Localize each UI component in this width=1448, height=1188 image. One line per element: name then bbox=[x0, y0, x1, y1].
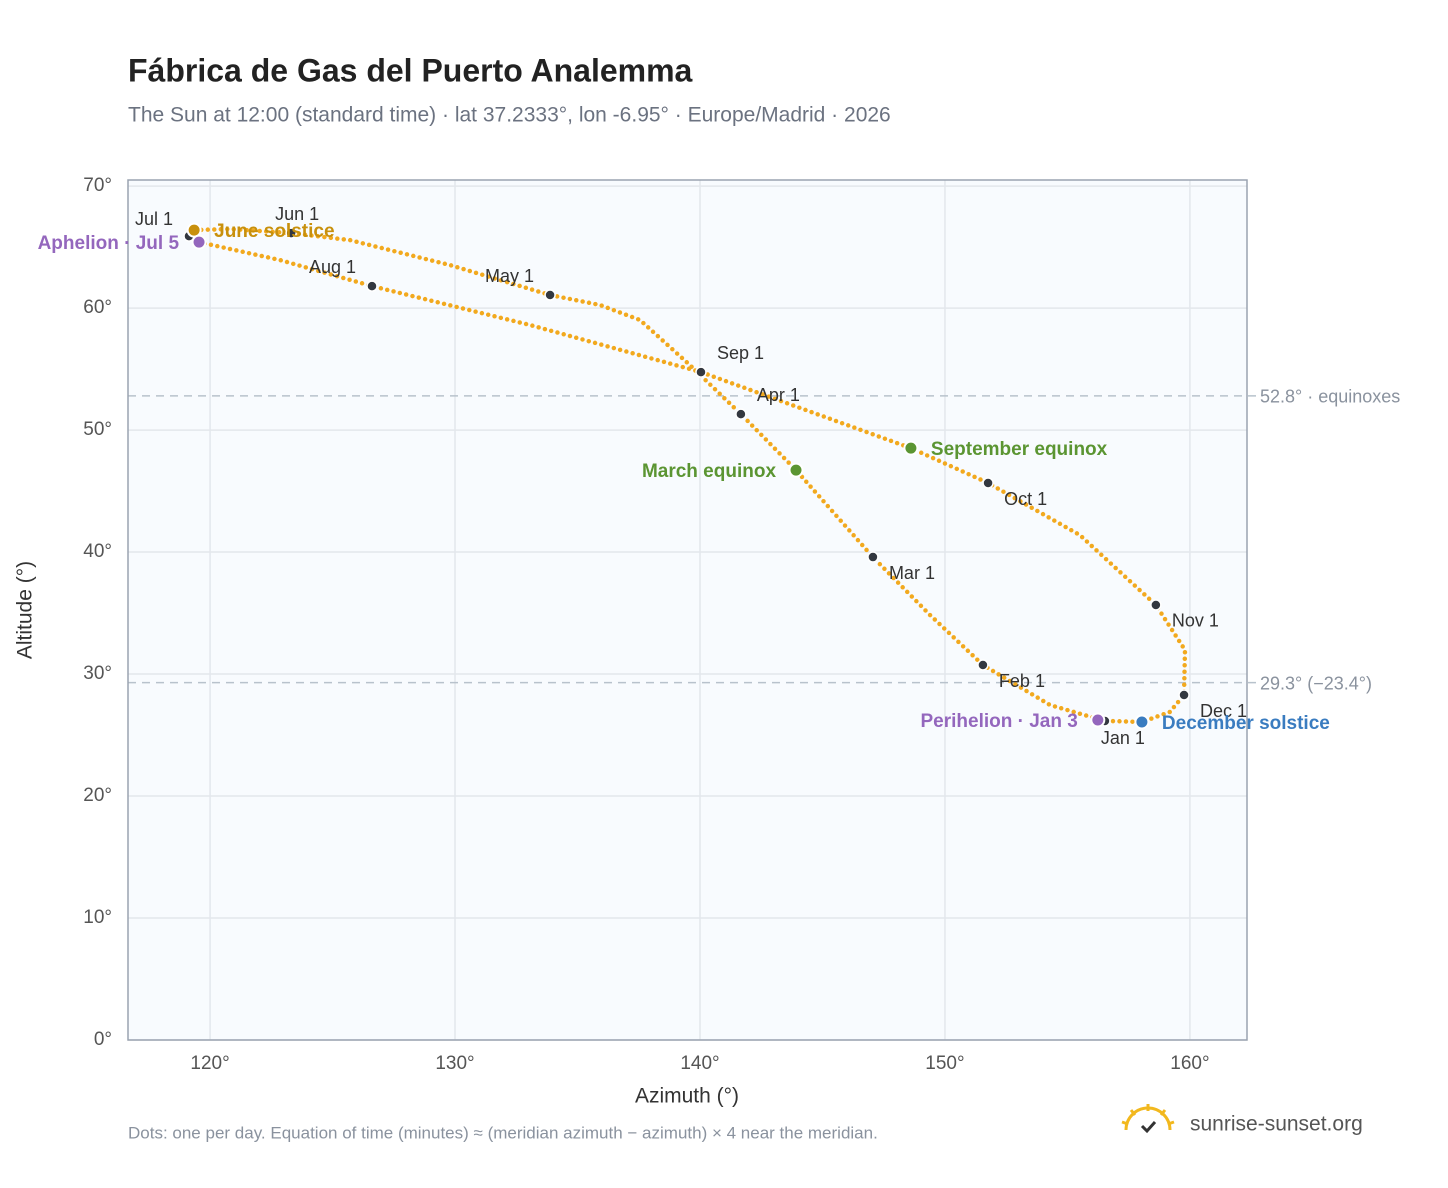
month-marker bbox=[867, 551, 879, 563]
month-marker bbox=[1150, 599, 1162, 611]
event-label: March equinox bbox=[642, 461, 777, 482]
month-marker bbox=[366, 280, 378, 292]
event-marker bbox=[1134, 714, 1150, 730]
month-label: Mar 1 bbox=[889, 563, 935, 583]
month-label: Dec 1 bbox=[1200, 701, 1247, 721]
event-label: December solstice bbox=[1162, 713, 1330, 734]
chart-title: Fábrica de Gas del Puerto Analemma bbox=[128, 52, 693, 88]
month-marker bbox=[1178, 689, 1190, 701]
event-label: June solstice bbox=[214, 221, 334, 242]
month-label: Jan 1 bbox=[1101, 728, 1145, 748]
brand-logo bbox=[1121, 1104, 1175, 1134]
y-tick-label: 20° bbox=[83, 785, 112, 806]
subtitle: The Sun at 12:00 (standard time) · lat 3… bbox=[128, 104, 891, 127]
month-label: Jun 1 bbox=[275, 204, 319, 224]
x-axis-label: Azimuth (°) bbox=[635, 1085, 739, 1108]
brand: sunrise-sunset.org bbox=[1190, 1113, 1363, 1136]
plot-frame bbox=[127, 179, 1248, 1041]
month-label: Feb 1 bbox=[999, 671, 1045, 691]
x-tick-label: 120° bbox=[190, 1053, 229, 1074]
month-marker bbox=[695, 366, 707, 378]
event-marker bbox=[788, 462, 804, 478]
footnote: Dots: one per day. Equation of time (min… bbox=[128, 1123, 878, 1142]
x-tick-label: 140° bbox=[680, 1053, 719, 1074]
x-tick-label: 160° bbox=[1170, 1053, 1209, 1074]
y-tick-label: 60° bbox=[83, 297, 112, 318]
plot-area bbox=[128, 180, 1247, 1040]
x-tick-label: 130° bbox=[435, 1053, 474, 1074]
month-marker bbox=[977, 659, 989, 671]
y-tick-label: 0° bbox=[94, 1029, 112, 1050]
month-label: Aug 1 bbox=[309, 257, 356, 277]
month-label: Apr 1 bbox=[757, 385, 800, 405]
event-label: September equinox bbox=[931, 439, 1108, 460]
x-tick-label: 150° bbox=[925, 1053, 964, 1074]
event-marker bbox=[903, 440, 919, 456]
y-tick-label: 50° bbox=[83, 419, 112, 440]
y-tick-label: 30° bbox=[83, 663, 112, 684]
month-label: Jul 1 bbox=[135, 209, 173, 229]
month-marker bbox=[735, 408, 747, 420]
y-axis-label: Altitude (°) bbox=[14, 561, 37, 659]
month-label: Nov 1 bbox=[1172, 611, 1219, 631]
event-marker bbox=[191, 234, 207, 250]
month-label: Oct 1 bbox=[1004, 489, 1047, 509]
month-marker bbox=[285, 227, 297, 239]
y-tick-label: 10° bbox=[83, 907, 112, 928]
month-marker bbox=[544, 289, 556, 301]
reference-label: 52.8° · equinoxes bbox=[1260, 387, 1400, 407]
y-tick-label: 40° bbox=[83, 541, 112, 562]
month-marker bbox=[982, 477, 994, 489]
event-label: Perihelion · Jan 3 bbox=[920, 711, 1077, 732]
month-label: Sep 1 bbox=[717, 343, 764, 363]
event-marker bbox=[1090, 712, 1106, 728]
reference-label: 29.3° (−23.4°) bbox=[1260, 673, 1372, 693]
event-label: Aphelion · Jul 5 bbox=[38, 233, 180, 254]
month-label: May 1 bbox=[485, 266, 534, 286]
y-tick-label: 70° bbox=[83, 175, 112, 196]
